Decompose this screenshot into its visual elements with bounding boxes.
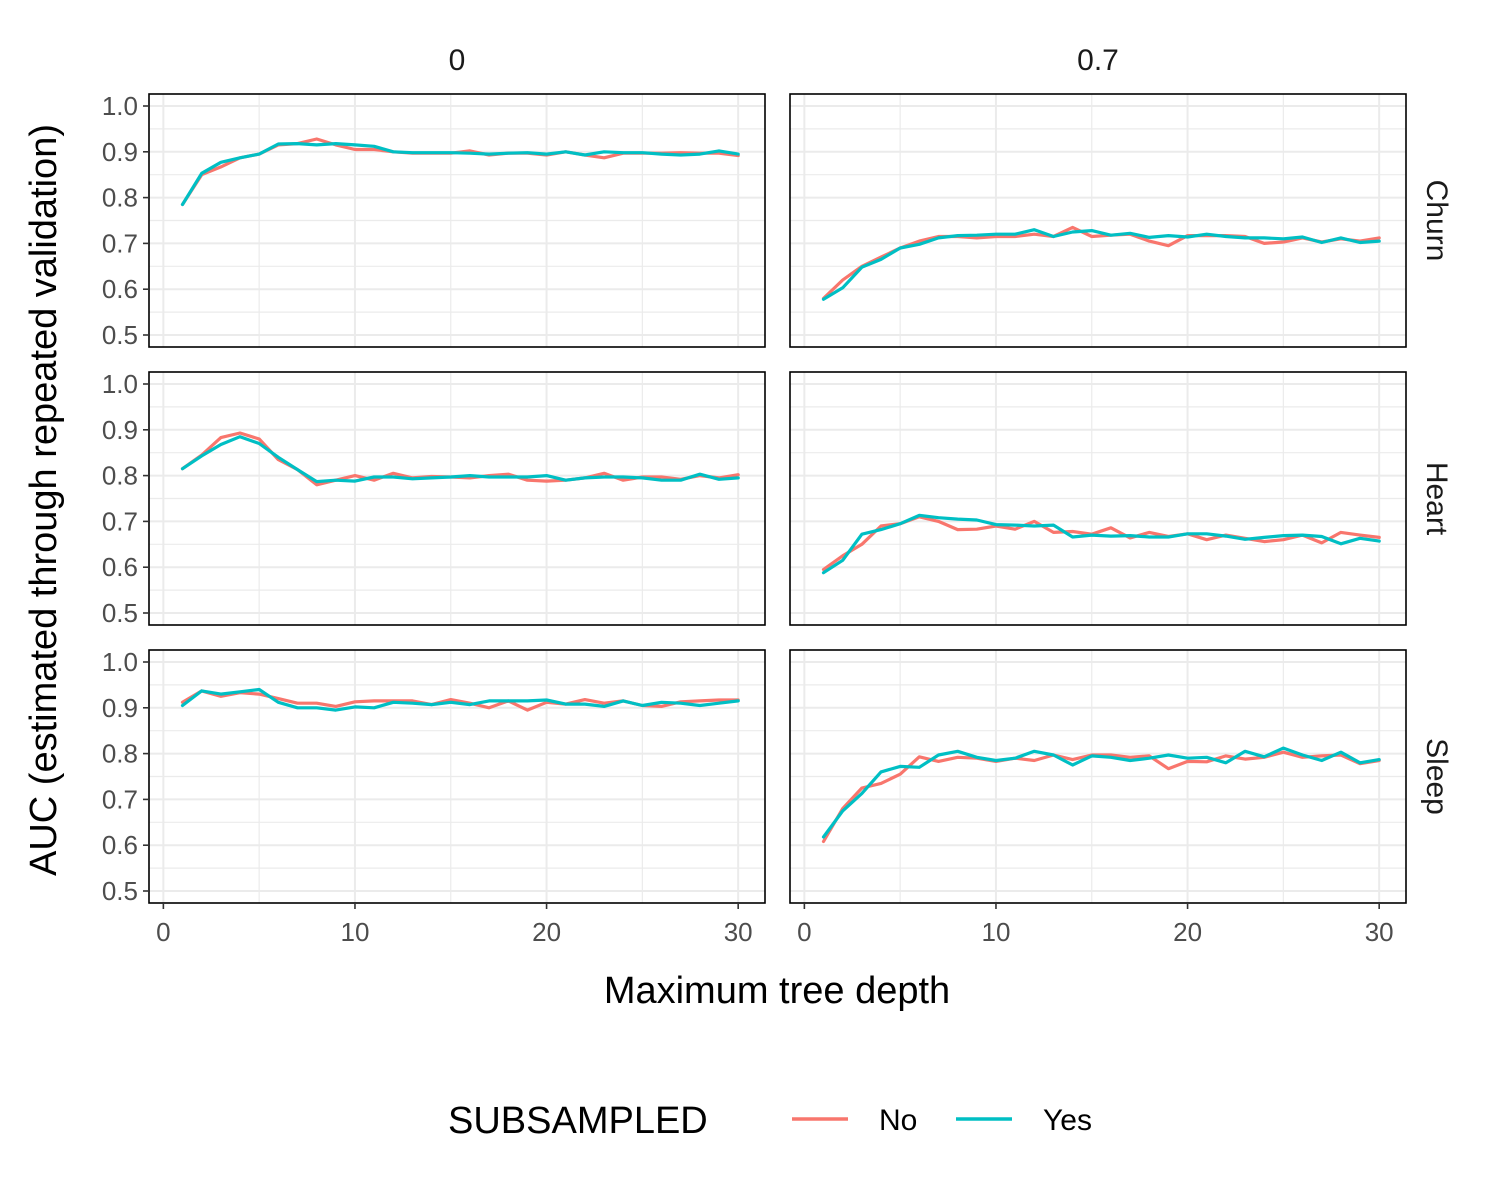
x-tick-label: 30 — [724, 917, 753, 947]
legend: SUBSAMPLED No Yes — [448, 1100, 1092, 1142]
panel-border — [148, 371, 766, 626]
facet-strip-col: 0 — [449, 44, 466, 77]
y-tick-label: 0.5 — [102, 598, 138, 628]
y-tick-label: 0.9 — [102, 137, 138, 167]
y-tick-label: 1.0 — [102, 91, 138, 121]
y-tick-label: 1.0 — [102, 647, 138, 677]
facet-strip-row: Heart — [1420, 462, 1453, 536]
panel-border — [789, 649, 1407, 904]
y-tick-label: 0.7 — [102, 784, 138, 814]
panel-heart-col07 — [789, 371, 1407, 626]
series-line-yes — [180, 435, 740, 484]
y-tick-label: 0.7 — [102, 228, 138, 258]
facet-strip-col: 0.7 — [1077, 44, 1119, 77]
panel-heart-col0 — [148, 371, 766, 626]
axes: 0.5 0.6 0.7 0.8 0.9 1.0 0.5 0.6 0.7 0.8 0.9 1.0 0.5 0… — [102, 91, 1394, 947]
x-tick-label: 30 — [1365, 917, 1394, 947]
series-line-no — [821, 515, 1381, 572]
y-tick-label: 0.6 — [102, 274, 138, 304]
y-tick-label: 0.9 — [102, 693, 138, 723]
series-line-yes — [821, 746, 1381, 839]
facet-strip-row: Churn — [1420, 180, 1453, 262]
facet-strip-row: Sleep — [1420, 738, 1453, 815]
panel-churn-col07 — [789, 93, 1407, 348]
legend-entries: No Yes — [792, 1104, 1092, 1137]
y-tick-label: 1.0 — [102, 369, 138, 399]
x-tick-label: 0 — [797, 917, 811, 947]
y-tick-label: 0.8 — [102, 461, 138, 491]
legend-label: Yes — [1043, 1104, 1092, 1137]
x-axis-title: Maximum tree depth — [604, 970, 950, 1012]
y-tick-label: 0.6 — [102, 830, 138, 860]
y-tick-label: 0.6 — [102, 552, 138, 582]
x-tick-label: 10 — [982, 917, 1011, 947]
y-tick-label: 0.8 — [102, 183, 138, 213]
panel-border — [789, 371, 1407, 626]
series-line-yes — [180, 142, 740, 207]
x-tick-label: 20 — [532, 917, 561, 947]
y-tick-label: 0.9 — [102, 415, 138, 445]
panel-border — [148, 649, 766, 904]
legend-entry-yes: Yes — [956, 1104, 1092, 1137]
series-line-no — [821, 225, 1381, 300]
legend-label: No — [879, 1104, 917, 1137]
y-tick-label: 0.7 — [102, 506, 138, 536]
panel-border — [789, 93, 1407, 348]
x-tick-label: 10 — [341, 917, 370, 947]
panel-sleep-col07 — [789, 649, 1407, 904]
series-line-yes — [821, 228, 1381, 301]
x-tick-label: 0 — [156, 917, 170, 947]
legend-title: SUBSAMPLED — [448, 1100, 708, 1142]
x-tick-label: 20 — [1173, 917, 1202, 947]
facet-strips: 0 0.7 Churn Heart Sleep — [449, 44, 1453, 815]
series-line-yes — [180, 687, 740, 712]
panel-sleep-col0 — [148, 649, 766, 904]
y-tick-label: 0.5 — [102, 876, 138, 906]
y-tick-label: 0.5 — [102, 320, 138, 350]
series-line-yes — [821, 513, 1381, 575]
legend-entry-no: No — [792, 1104, 917, 1137]
panel-border — [148, 93, 766, 348]
panel-churn-col0 — [148, 93, 766, 348]
y-axis-title: AUC (estimated through repeated validati… — [23, 124, 65, 876]
y-tick-label: 0.8 — [102, 739, 138, 769]
facet-panels — [148, 93, 1407, 904]
